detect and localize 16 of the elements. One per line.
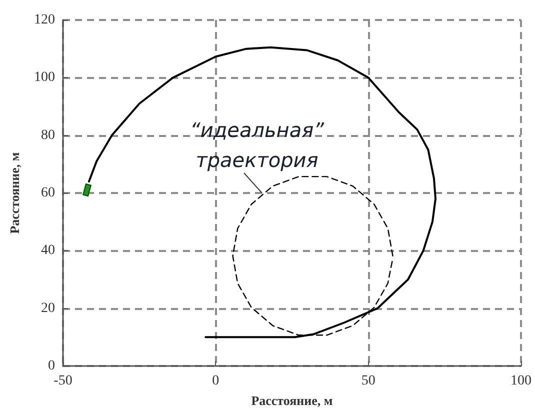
y-axis-title: Расстояние, м	[7, 152, 22, 234]
y-tick-label: 100	[34, 70, 55, 86]
y-tick-label: 40	[41, 243, 55, 258]
x-tick-label: 0	[212, 374, 220, 388]
annotation: “идеальная” траектория	[190, 118, 325, 172]
x-tick-label: 100	[510, 374, 532, 388]
y-tick-label: 80	[41, 128, 55, 143]
y-tick-label: 20	[41, 300, 55, 316]
y-tick-label: 60	[41, 186, 55, 200]
y-tick-label: 120	[34, 12, 55, 28]
x-axis-title: Расстояние, м	[251, 393, 333, 408]
line-series	[232, 176, 394, 336]
y-tick-label: 0	[48, 358, 55, 374]
line-series	[88, 46, 437, 338]
x-tick-label: -50	[54, 374, 72, 388]
x-tick-label: 50	[361, 374, 376, 388]
